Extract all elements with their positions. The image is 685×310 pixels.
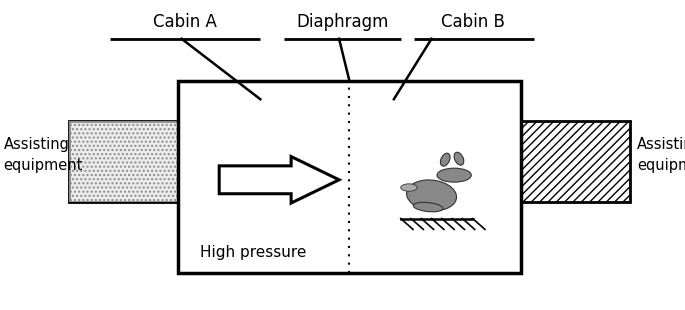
Bar xyxy=(521,121,630,202)
Ellipse shape xyxy=(454,152,464,165)
Bar xyxy=(178,81,521,273)
Text: Cabin B: Cabin B xyxy=(440,13,505,31)
Circle shape xyxy=(401,184,417,191)
Text: Cabin A: Cabin A xyxy=(153,13,217,31)
Ellipse shape xyxy=(437,168,471,182)
Ellipse shape xyxy=(440,153,450,166)
Text: High pressure: High pressure xyxy=(200,246,307,260)
Bar xyxy=(68,121,178,202)
Ellipse shape xyxy=(406,180,457,211)
Bar xyxy=(68,121,178,202)
Text: Assisting
equipment: Assisting equipment xyxy=(3,137,83,173)
Ellipse shape xyxy=(413,202,443,212)
Text: Diaphragm: Diaphragm xyxy=(297,13,388,31)
FancyArrow shape xyxy=(219,157,339,203)
Text: Assisting
equipment: Assisting equipment xyxy=(637,137,685,173)
